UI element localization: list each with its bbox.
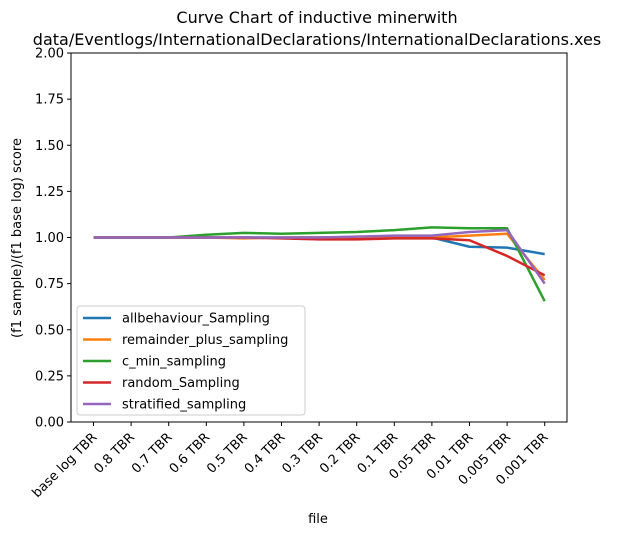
y-tick-label: 0.00 xyxy=(35,416,64,431)
x-axis-label: file xyxy=(308,512,328,527)
series-line-stratified-sampling xyxy=(93,228,546,285)
legend: allbehaviour_Sampling remainder_plus_samp… xyxy=(76,305,306,416)
legend-box xyxy=(76,305,306,416)
plot-frame xyxy=(70,52,568,423)
y-axis-label: (f1 sample)/(f1 base log) score xyxy=(10,138,25,338)
y-tick-label: 2.00 xyxy=(35,47,64,62)
legend-label: random_Sampling xyxy=(122,376,240,391)
y-axis-ticks: 0.00 0.25 0.50 0.75 1.00 1.25 1.50 1.75 2.00 xyxy=(35,47,71,431)
x-tick-label: 0.4 TBR xyxy=(242,430,288,476)
legend-label: stratified_sampling xyxy=(122,398,246,413)
y-tick-label: 1.50 xyxy=(35,139,64,154)
y-tick-label: 1.25 xyxy=(35,185,64,200)
y-tick-label: 0.75 xyxy=(35,277,64,292)
x-tick-label: 0.6 TBR xyxy=(167,430,213,476)
x-tick-label: 0.7 TBR xyxy=(129,430,175,476)
series-line-random-sampling xyxy=(93,236,546,277)
y-tick-label: 1.75 xyxy=(35,93,64,108)
series-lines xyxy=(93,226,546,302)
chart-title-line1: Curve Chart of inductive minerwith xyxy=(176,8,457,27)
y-tick-label: 0.25 xyxy=(35,369,64,384)
legend-label: c_min_sampling xyxy=(122,355,226,370)
y-tick-label: 0.50 xyxy=(35,323,64,338)
x-tick-label: 0.5 TBR xyxy=(204,430,250,476)
x-tick-label: 0.8 TBR xyxy=(91,430,137,476)
legend-label: allbehaviour_Sampling xyxy=(122,312,270,327)
y-tick-label: 1.00 xyxy=(35,231,64,246)
x-tick-label: 0.2 TBR xyxy=(317,430,363,476)
legend-label: remainder_plus_sampling xyxy=(122,333,288,348)
series-line-remainder-plus-sampling xyxy=(93,232,546,281)
chart-title-line2: data/Eventlogs/InternationalDeclarations… xyxy=(33,30,601,49)
x-tick-label: base log TBR xyxy=(30,430,101,501)
x-tick-label: 0.3 TBR xyxy=(279,430,325,476)
